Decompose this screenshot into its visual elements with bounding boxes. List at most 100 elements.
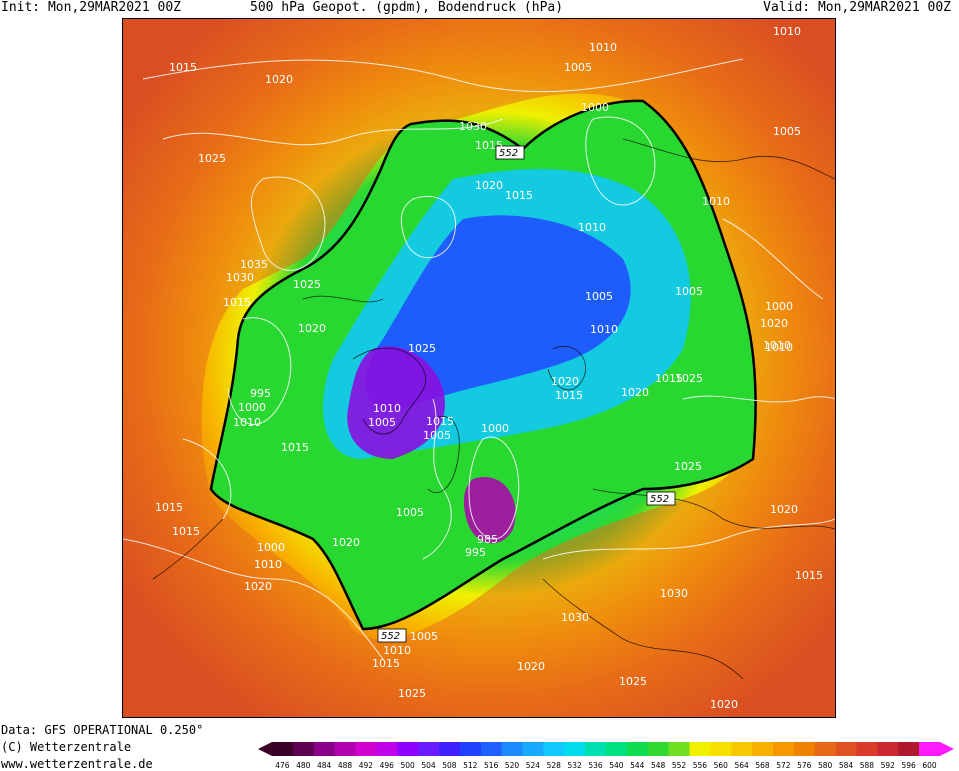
colorbar-swatch [647,742,669,756]
colorbar-tick-label: 592 [881,761,896,770]
website-url: www.wetterzentrale.de [1,757,153,771]
isobar-label: 985 [477,533,498,546]
colorbar-tick-label: 492 [359,761,374,770]
colorbar-tick-label: 568 [755,761,770,770]
isobar-label: 1010 [590,323,618,336]
contour-552-labels: 552 552 552 [377,145,676,643]
isobar-label: 1005 [675,285,703,298]
isobar-label: 1005 [423,429,451,442]
colorbar-swatch [793,742,816,756]
colorbar-tick-label: 584 [839,761,854,770]
colorbar-swatch [480,742,502,756]
colorbar-swatch [272,742,294,756]
colorbar-swatch [856,742,878,756]
label-552-right: 552 [650,494,669,505]
isobar-label: 1005 [773,125,801,138]
isobar-label: 1005 [396,506,424,519]
isobar-label: 1005 [564,61,592,74]
colorbar-swatch [564,742,586,756]
colorbar-tick-label: 508 [442,761,457,770]
coastlines [152,138,835,680]
colorbar-swatch [626,742,649,756]
colorbar-swatch [355,742,377,756]
copyright: (C) Wetterzentrale [1,740,132,754]
colorbar-swatch [919,742,941,756]
isobar-label: 1025 [675,372,703,385]
isobar-labels: 1015 1020 1025 1010 1005 1010 1005 1000 … [155,25,823,711]
isobar-label: 1000 [765,300,793,313]
colorbar-swatch [501,742,523,756]
colorbar-tick-label: 504 [421,761,436,770]
colorbar-swatch [731,742,753,756]
colorbar-labels: 476 480 484 488 492 496 500 504 508 512 516 520 524 5… [275,761,937,770]
colorbar-tick-label: 516 [484,761,499,770]
colorbar-swatch [334,742,356,756]
colorbar-swatch [397,742,419,756]
colorbar-tick-label: 512 [463,761,478,770]
isobar-label: 1015 [155,501,183,514]
colorbar-tick-label: 480 [296,761,311,770]
colorbar-tick-label: 544 [630,761,645,770]
isobar-label: 1020 [710,698,738,711]
isobar-label: 1020 [621,386,649,399]
isobar-label: 1020 [265,73,293,86]
colorbar-tick-label: 572 [776,761,791,770]
label-552-top: 552 [499,148,518,159]
colorbar-swatch [898,742,920,756]
colorbar-swatch [543,742,565,756]
colorbar-tick-label: 488 [338,761,353,770]
isobar-label: 1025 [408,342,436,355]
isobar-label: 1020 [475,179,503,192]
colorbar-tick-label: 600 [922,761,937,770]
colorbar-swatch [752,742,774,756]
isobar-label: 1025 [293,278,321,291]
isobar-label: 1010 [254,558,282,571]
isobar-label: 1015 [555,389,583,402]
colorbar-tick-label: 576 [797,761,812,770]
isobar-label: 1020 [332,536,360,549]
isobar-label: 1020 [517,660,545,673]
isobar-label: 1005 [410,630,438,643]
isobar-label: 1020 [770,503,798,516]
colorbar-right-arrow [940,742,954,756]
isobars [123,58,835,660]
colorbar-swatch [814,742,836,756]
isobar-label: 1030 [660,587,688,600]
isobar-label: 1015 [426,415,454,428]
isobar-label: 1000 [481,422,509,435]
colorbar-tick-label: 484 [317,761,332,770]
colorbar-swatch [522,742,544,756]
init-time: Init: Mon,29MAR2021 00Z [1,0,182,15]
colorbar-swatch [689,742,711,756]
colorbar-swatch [418,742,440,756]
isobar-label: 1010 [373,402,401,415]
colorbar-tick-label: 548 [651,761,666,770]
isobar-label: 1015 [172,525,200,538]
colorbar-swatch [439,742,461,756]
isobar-label: 1010 [578,221,606,234]
isobar-label: 1015 [223,296,251,309]
isobar-label: 995 [250,387,271,400]
colorbar-swatches [258,742,954,756]
data-source: Data: GFS OPERATIONAL 0.250° [1,723,204,737]
isobar-label: 1025 [674,460,702,473]
isobar-label: 1000 [581,101,609,114]
colorbar-swatch [313,742,335,756]
valid-time: Valid: Mon,29MAR2021 00Z [763,0,951,15]
isobar-label: 1020 [760,317,788,330]
isobar-label: 1010 [233,416,261,429]
isobar-label: 1010 [589,41,617,54]
isobar-label: 1025 [398,687,426,700]
colorbar-swatch [668,742,690,756]
isobar-label: 1015 [281,441,309,454]
colorbar-tick-label: 556 [693,761,708,770]
isobar-label: 1025 [198,152,226,165]
colorbar-tick-label: 500 [401,761,416,770]
chart-title: 500 hPa Geopot. (gpdm), Bodendruck (hPa) [250,0,564,15]
colorbar-tick-label: 520 [505,761,520,770]
colorbar-tick-label: 536 [588,761,603,770]
isobar-label: 1030 [561,611,589,624]
colorbar-swatch [773,742,795,756]
isobar-label: 1020 [551,375,579,388]
isobar-label: 1020 [298,322,326,335]
